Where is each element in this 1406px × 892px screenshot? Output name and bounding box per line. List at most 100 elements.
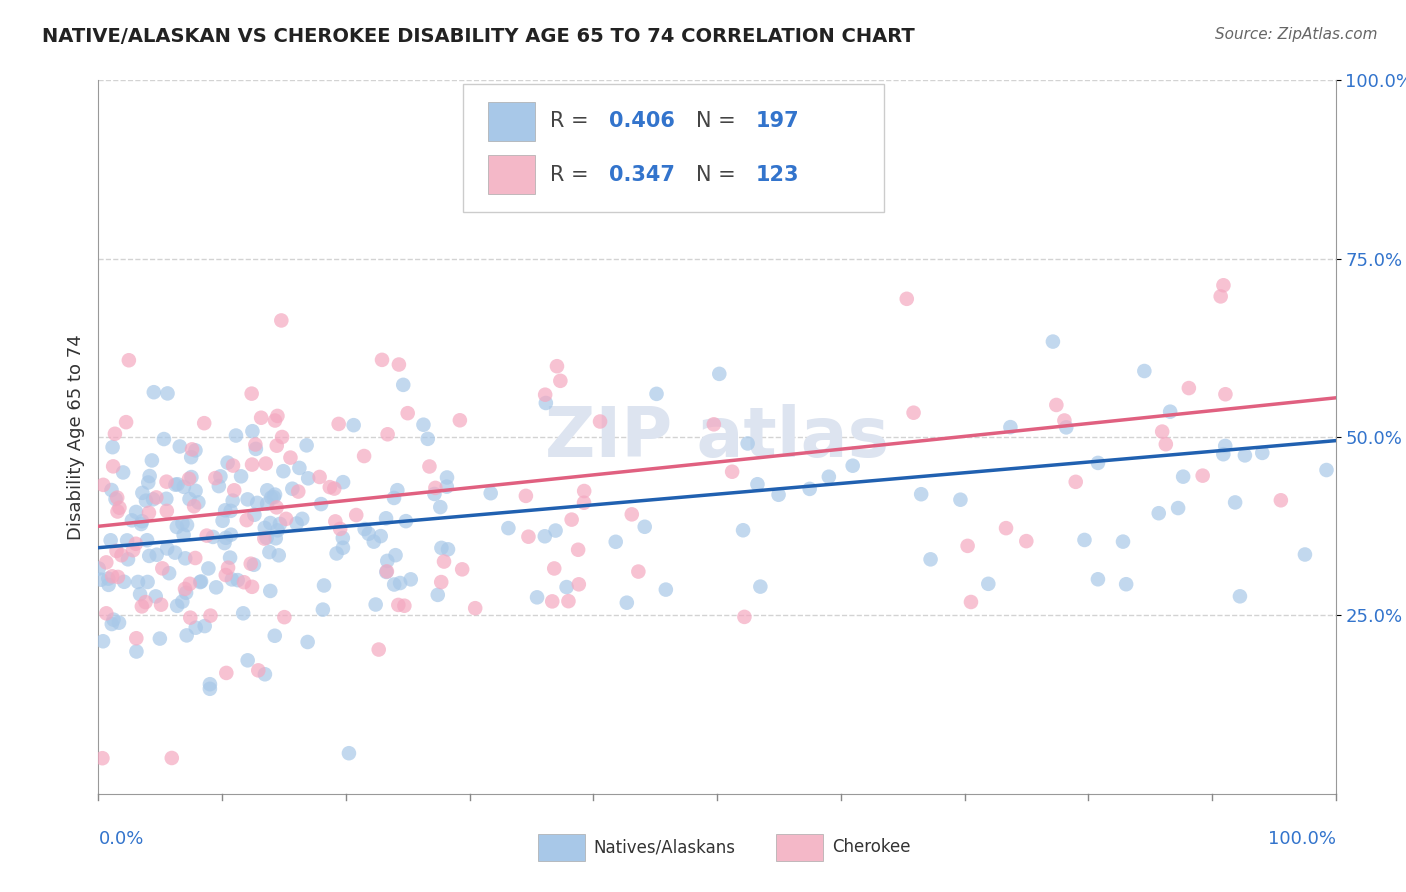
Text: Natives/Alaskans: Natives/Alaskans [593,838,735,856]
Point [155,475,177,489]
Point [243,558,266,572]
Text: R =: R = [550,112,595,131]
Point [112,466,135,480]
Point [281,482,304,496]
Point [1042,334,1064,349]
Point [541,594,564,608]
Point [165,546,187,560]
Point [233,575,256,590]
Point [250,410,273,425]
Point [1087,572,1109,586]
Point [259,583,281,598]
Point [174,586,197,600]
Point [382,577,405,591]
Point [156,504,179,518]
Point [1215,387,1237,401]
Point [235,513,257,527]
Point [166,599,188,613]
Point [1152,425,1174,439]
Text: NATIVE/ALASKAN VS CHEROKEE DISABILITY AGE 65 TO 74 CORRELATION CHART: NATIVE/ALASKAN VS CHEROKEE DISABILITY AG… [42,27,915,45]
Point [215,665,238,680]
Point [436,480,458,494]
Text: R =: R = [550,165,595,185]
Point [977,577,1000,591]
Point [211,514,233,528]
Point [903,406,925,420]
Point [225,428,247,442]
Point [325,546,347,560]
Point [526,591,548,605]
Point [1315,463,1337,477]
Point [197,561,219,575]
Point [264,413,287,427]
Point [264,531,287,545]
Point [200,608,222,623]
Point [464,601,486,615]
Point [375,511,398,525]
Point [214,503,236,517]
Point [153,432,176,446]
Point [634,520,657,534]
Point [115,533,138,548]
Point [176,628,198,642]
Point [242,424,264,438]
Point [142,385,165,400]
Point [136,533,159,548]
Point [215,531,238,545]
Point [329,522,352,536]
Point [246,496,269,510]
Point [138,506,160,520]
Point [97,572,120,586]
Point [274,512,297,526]
Point [131,514,153,528]
Point [236,492,259,507]
Point [264,487,287,501]
Point [896,292,918,306]
Point [243,508,266,522]
Point [377,427,399,442]
Point [226,573,249,587]
Point [1212,447,1234,461]
Point [433,555,456,569]
Point [112,574,135,589]
Point [1154,437,1177,451]
Point [332,541,354,555]
Point [256,531,278,545]
Point [91,751,114,765]
Point [325,515,347,529]
Point [204,471,226,485]
Point [768,488,790,502]
Point [266,524,288,538]
Point [920,552,942,566]
Point [1270,493,1292,508]
Point [534,396,557,410]
Point [1294,548,1316,562]
Point [259,516,281,530]
Point [399,572,422,586]
Point [219,527,242,541]
Point [253,521,276,535]
Point [1112,534,1135,549]
Point [375,565,398,579]
Point [1045,398,1067,412]
Point [155,491,177,506]
Point [229,469,252,483]
Point [96,607,118,621]
Point [117,552,139,566]
Point [394,599,416,613]
Point [118,353,141,368]
Point [291,512,314,526]
Point [91,634,114,648]
Point [179,491,201,506]
Text: N =: N = [696,112,742,131]
Point [332,531,354,545]
Point [423,487,446,501]
Point [136,574,159,589]
Y-axis label: Disability Age 65 to 74: Disability Age 65 to 74 [66,334,84,540]
Point [221,573,243,587]
Point [280,450,302,465]
FancyBboxPatch shape [776,834,824,861]
Point [267,549,290,563]
Point [375,554,398,568]
Point [353,522,375,536]
